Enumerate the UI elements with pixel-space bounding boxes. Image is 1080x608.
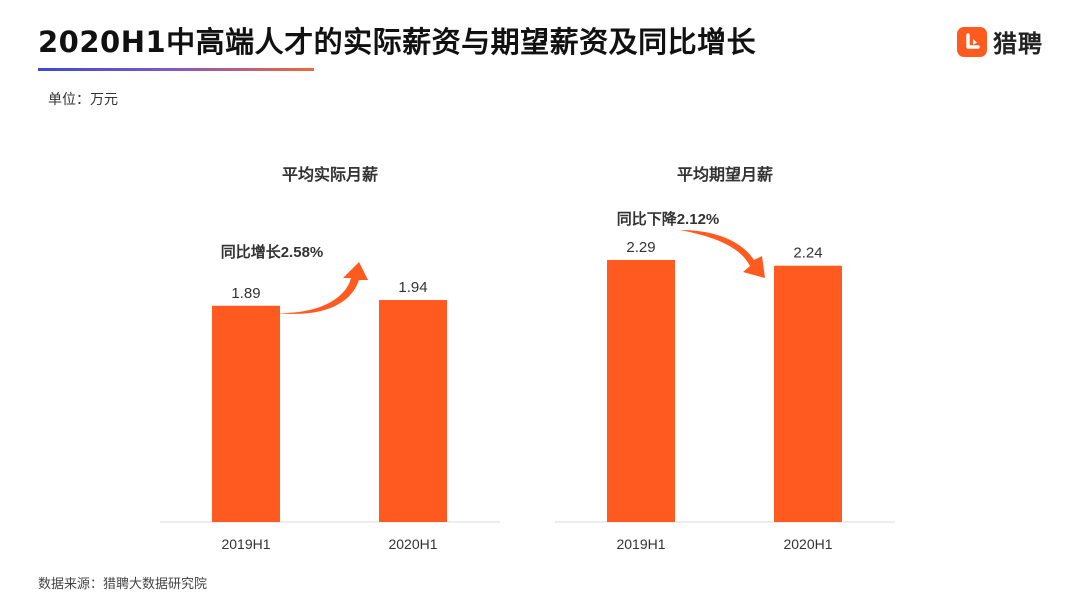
x-tick-label: 2019H1 — [616, 536, 665, 552]
trend-annotation: 同比下降2.12% — [617, 210, 720, 228]
title-underline — [38, 68, 314, 71]
bar-2019H1 — [607, 260, 675, 522]
trend-annotation: 同比增长2.58% — [221, 243, 324, 261]
chart-title: 平均实际月薪 — [282, 165, 378, 184]
data-label: 1.94 — [398, 279, 427, 296]
data-label: 2.24 — [793, 245, 822, 262]
unit-label: 单位：万元 — [48, 92, 118, 108]
x-tick-label: 2020H1 — [783, 536, 832, 552]
page-title: 2020H1中高端人才的实际薪资与期望薪资及同比增长 — [38, 25, 757, 59]
x-tick-label: 2020H1 — [388, 536, 437, 552]
bar-2019H1 — [212, 305, 280, 522]
bar-2020H1 — [774, 265, 842, 522]
brand-logo: 猎聘 — [957, 24, 1043, 59]
chart-title: 平均期望月薪 — [677, 165, 773, 184]
expected-salary-chart: 平均期望月薪 2.29 2019H1 2.24 2020H1 同比下降2.12% — [555, 165, 895, 552]
data-label: 1.89 — [231, 285, 260, 302]
actual-salary-chart: 平均实际月薪 1.89 2019H1 1.94 2020H1 同比增长2.58% — [160, 165, 500, 552]
liepin-logo-icon — [957, 26, 987, 57]
data-label: 2.29 — [626, 239, 655, 256]
trend-down-arrow-icon — [680, 230, 765, 278]
x-tick-label: 2019H1 — [221, 536, 270, 552]
data-source: 数据来源：猎聘大数据研究院 — [38, 577, 208, 592]
trend-up-arrow-icon — [277, 262, 368, 314]
logo-text: 猎聘 — [993, 30, 1043, 58]
bar-2020H1 — [379, 300, 447, 522]
